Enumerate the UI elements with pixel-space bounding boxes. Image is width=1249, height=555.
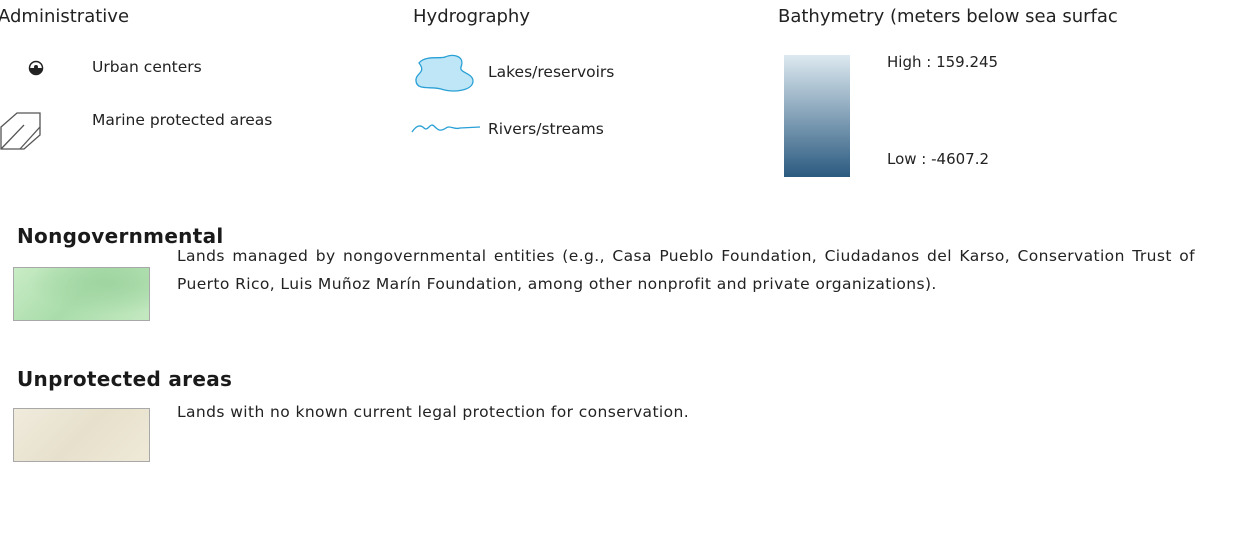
legend-item: Lakes/reservoirs xyxy=(488,63,614,81)
swatch xyxy=(13,267,150,321)
lake-icon xyxy=(413,53,479,95)
legend-page: Administrative Urban centers Marine prot… xyxy=(0,0,1249,555)
river-icon xyxy=(410,118,482,138)
group-title: Hydrography xyxy=(413,6,530,27)
ramp-low: Low : -4607.2 xyxy=(887,150,989,168)
urban-icon xyxy=(26,58,46,78)
section-title: Unprotected areas xyxy=(17,367,232,391)
swatch xyxy=(13,408,150,462)
marine-icon xyxy=(0,111,42,151)
legend-item: Rivers/streams xyxy=(488,120,604,138)
bathymetry-ramp xyxy=(784,55,850,177)
legend-item: Urban centers xyxy=(92,58,202,76)
legend-item: Marine protected areas xyxy=(92,111,272,129)
group-title: Bathymetry (meters below sea surfac xyxy=(778,6,1118,27)
section-text: Lands managed by nongovernmental entitie… xyxy=(177,242,1195,298)
ramp-high: High : 159.245 xyxy=(887,53,998,71)
group-title: Administrative xyxy=(0,6,129,27)
section-text: Lands with no known current legal protec… xyxy=(177,398,1195,426)
